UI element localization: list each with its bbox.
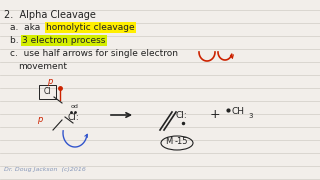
Text: c.  use half arrows for single electron: c. use half arrows for single electron bbox=[10, 49, 178, 58]
Text: 3: 3 bbox=[248, 113, 252, 119]
Text: movement: movement bbox=[18, 62, 67, 71]
Text: p: p bbox=[37, 116, 42, 125]
Text: homolytic cleavage: homolytic cleavage bbox=[46, 23, 135, 32]
Text: 3 electron process: 3 electron process bbox=[22, 36, 105, 45]
Text: Dr. Doug Jackson  (c)2016: Dr. Doug Jackson (c)2016 bbox=[4, 167, 86, 172]
Text: p: p bbox=[47, 78, 52, 87]
Text: b.: b. bbox=[10, 36, 24, 45]
Text: CH: CH bbox=[232, 107, 245, 116]
Text: a.  aka: a. aka bbox=[10, 23, 43, 32]
Text: Cl:: Cl: bbox=[175, 111, 187, 120]
Text: 2.  Alpha Cleavage: 2. Alpha Cleavage bbox=[4, 10, 96, 20]
Text: Cl:: Cl: bbox=[67, 112, 79, 122]
Text: +: + bbox=[210, 109, 220, 122]
Text: od: od bbox=[71, 105, 79, 109]
Text: M: M bbox=[165, 138, 172, 147]
Text: Cl: Cl bbox=[43, 87, 51, 96]
Text: -15: -15 bbox=[175, 138, 188, 147]
